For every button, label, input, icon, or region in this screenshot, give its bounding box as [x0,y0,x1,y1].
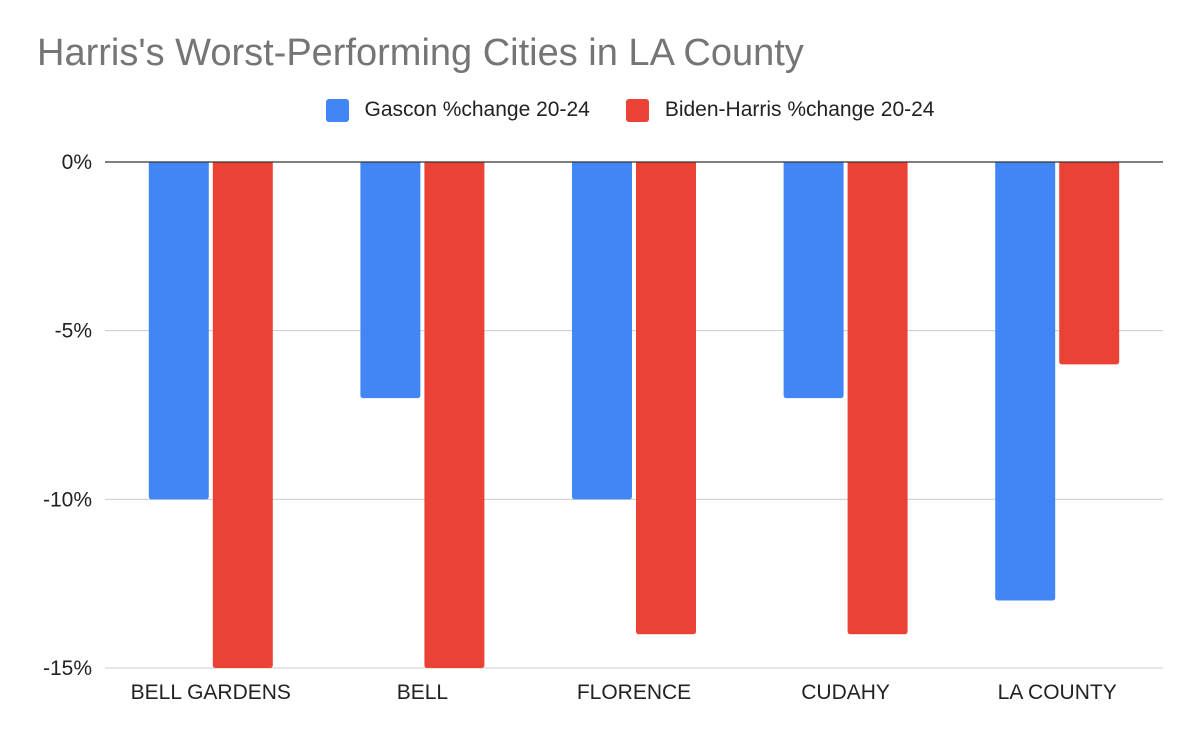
x-tick-label: CUDAHY [801,681,890,704]
legend-label-gascon: Gascon %change 20-24 [364,98,590,121]
bar-gascon [995,162,1056,601]
legend-item-gascon: Gascon %change 20-24 [325,98,590,122]
bar-gascon [360,162,421,399]
y-tick-label: 0% [62,151,92,174]
x-tick-label: BELL GARDENS [131,681,291,704]
y-tick-label: -10% [43,488,92,511]
bar-biden-harris [636,162,696,635]
bar-biden-harris [212,162,273,668]
bar-gascon [148,162,209,500]
legend-swatch-biden-harris [625,98,649,122]
chart-legend: Gascon %change 20-24 Biden-Harris %chang… [0,98,1200,122]
x-tick-label: FLORENCE [577,681,691,704]
bar-biden-harris [1059,162,1120,365]
y-tick-label: -15% [43,657,92,680]
legend-item-biden-harris: Biden-Harris %change 20-24 [625,98,935,122]
bar-biden-harris [847,162,908,635]
bar-biden-harris [424,162,485,668]
legend-swatch-gascon [325,98,349,122]
x-tick-label: BELL [397,681,448,704]
bar-gascon [783,162,844,399]
y-tick-label: -5% [55,320,92,343]
x-tick-label: LA COUNTY [998,681,1117,704]
legend-label-biden-harris: Biden-Harris %change 20-24 [664,98,935,121]
bar-gascon [572,162,632,500]
chart-title: Harris's Worst-Performing Cities in LA C… [37,32,804,74]
